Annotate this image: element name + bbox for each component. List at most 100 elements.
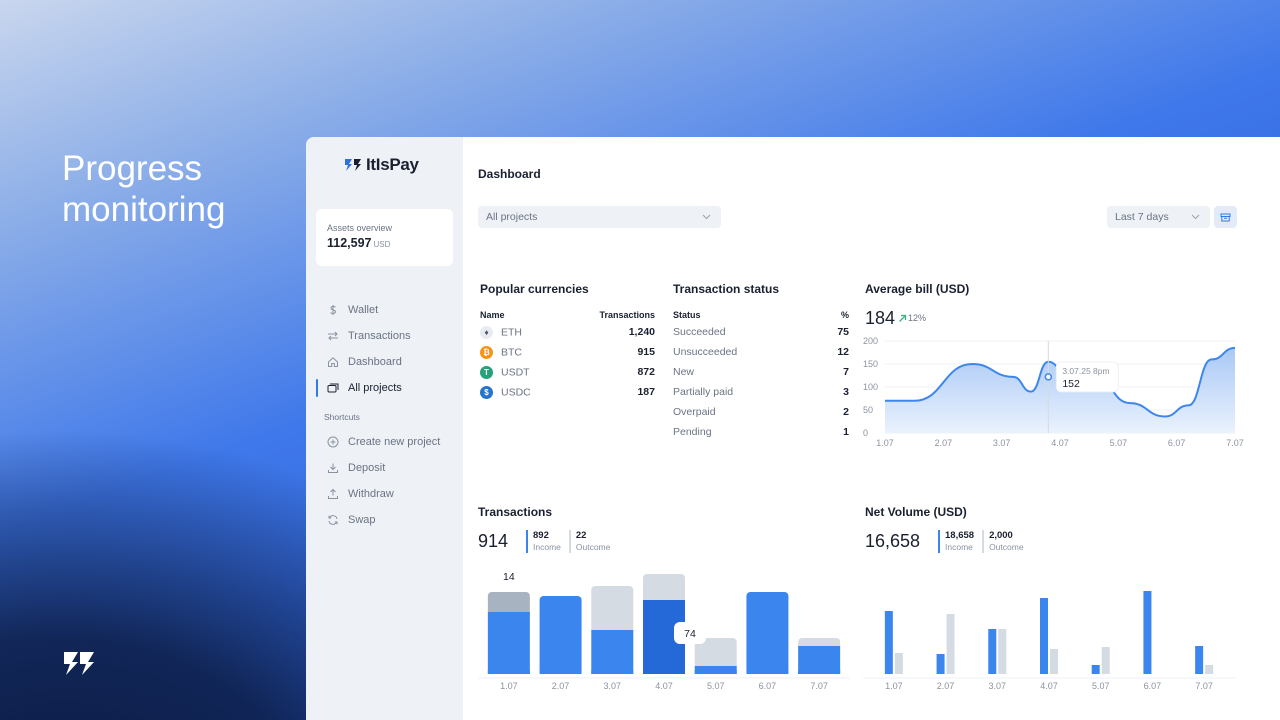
- currency-transactions-cell: 915: [637, 346, 655, 358]
- bar-income-base: [591, 670, 634, 674]
- bar-income-base: [694, 670, 737, 674]
- y-tick-label: 0: [863, 428, 868, 438]
- net-volume-income-value: 18,658: [945, 530, 975, 541]
- currency-name: USDT: [501, 365, 530, 378]
- net-volume-income-label: Income: [945, 542, 973, 552]
- sidebar-item-label: Dashboard: [348, 356, 402, 368]
- x-tick-label: 7.07: [810, 681, 828, 691]
- app-window: ItIsPay Assets overview 112,597 USD Walle…: [306, 137, 1280, 720]
- badge-value: 74: [684, 628, 696, 640]
- dashboard-main: Dashboard All projects Last 7 days Popul…: [478, 137, 1280, 720]
- transactions-total: 914: [478, 531, 509, 551]
- brand-mark-icon: [345, 159, 361, 171]
- y-tick-label: 150: [863, 359, 878, 369]
- net-volume-split: 18,658 Income 2,000 Outcome: [938, 530, 1024, 553]
- average-bill-delta-value: 12%: [908, 313, 927, 323]
- archive-button[interactable]: [1214, 206, 1237, 228]
- bar-outcome: [643, 574, 685, 604]
- refresh-icon: [327, 514, 339, 526]
- bar-income: [1143, 591, 1152, 674]
- transaction-status-title: Transaction status: [673, 282, 780, 296]
- popular-currencies-table: Name Transactions ♦ ETH 1,240 ₿ BTC 915 T USDT 8…: [480, 308, 655, 402]
- transactions-outcome: 22 Outcome: [568, 530, 611, 553]
- net-volume-title: Net Volume (USD): [865, 505, 967, 519]
- shortcut-swap[interactable]: Swap: [306, 507, 463, 533]
- x-tick-label: 5.07: [707, 681, 725, 691]
- status-percent-cell: 2: [843, 406, 849, 418]
- sidebar-item-transactions[interactable]: Transactions: [306, 323, 463, 349]
- average-bill-delta: 12%: [898, 313, 926, 323]
- tooltip-value: 152: [1062, 378, 1080, 390]
- assets-value: 112,597 USD: [327, 236, 442, 250]
- chevron-down-icon: [1191, 214, 1200, 220]
- bar-value-badge: 14: [492, 566, 525, 586]
- sidebar-item-label: All projects: [348, 382, 402, 394]
- date-range-value: Last 7 days: [1115, 211, 1169, 223]
- chart-tooltip: 3.07.25 8pm 152: [1055, 361, 1119, 393]
- transactions-outcome-label: Outcome: [575, 542, 611, 552]
- status-percent-cell: 75: [837, 326, 849, 338]
- table-row: T USDT 872: [480, 362, 655, 382]
- shortcut-label: Swap: [348, 514, 376, 526]
- project-select[interactable]: All projects: [478, 206, 721, 228]
- bar-outcome: [946, 614, 955, 674]
- x-tick-label: 1.07: [876, 438, 894, 448]
- bar-income: [539, 596, 582, 674]
- hero-line-1: Progress: [62, 149, 203, 188]
- x-tick-label: 1.07: [885, 681, 903, 691]
- currency-transactions-cell: 1,240: [628, 326, 655, 338]
- x-tick-label: 3.07: [604, 681, 622, 691]
- bar-income: [1195, 646, 1204, 674]
- btc-coin-icon: ₿: [480, 345, 493, 359]
- bar-outcome: [694, 638, 737, 670]
- currency-name: USDC: [501, 385, 531, 398]
- currency-name: ETH: [501, 325, 522, 338]
- shortcut-withdraw[interactable]: Withdraw: [306, 481, 463, 507]
- table-row: ♦ ETH 1,240: [480, 322, 655, 342]
- average-bill-chart: 0 50 100 150 200 1.07 2.07 3.07 4.07 5.07 6.07 7.07…: [863, 336, 1244, 448]
- usdt-coin-icon: T: [480, 365, 493, 379]
- assets-overview-card: Assets overview 112,597 USD: [316, 209, 453, 266]
- shortcut-deposit[interactable]: Deposit: [306, 455, 463, 481]
- status-name-cell: Overpaid: [673, 406, 716, 418]
- table-row: New 7: [673, 362, 849, 382]
- transactions-income-value: 892: [533, 530, 549, 541]
- x-tick-label: 5.07: [1092, 681, 1110, 691]
- shortcut-create-project[interactable]: Create new project: [306, 429, 463, 455]
- bar-income: [1040, 598, 1048, 674]
- column-header-name: Name: [480, 310, 505, 320]
- archive-icon: [1220, 213, 1231, 221]
- transactions-split: 892 Income 22 Outcome: [526, 530, 610, 553]
- assets-label: Assets overview: [327, 223, 393, 233]
- tooltip-box: [1055, 361, 1119, 393]
- shortcut-label: Create new project: [348, 436, 441, 448]
- y-tick-label: 50: [863, 405, 873, 415]
- x-tick-label: 2.07: [552, 681, 570, 691]
- bar-income: [884, 611, 893, 674]
- status-name-cell: Unsucceeded: [673, 346, 738, 358]
- bar-income-base: [539, 670, 582, 674]
- currency-name-cell: ₿ BTC: [480, 342, 564, 362]
- brand-logo[interactable]: ItIsPay: [344, 155, 419, 175]
- table-row: $ USDC 187: [480, 382, 655, 402]
- assets-amount: 112,597: [327, 236, 372, 250]
- bar-income-base: [643, 670, 685, 674]
- upload-icon: [327, 488, 339, 500]
- status-name-cell: Succeeded: [673, 326, 726, 338]
- status-name-cell: Pending: [673, 426, 712, 438]
- net-volume-outcome-label: Outcome: [989, 542, 1024, 552]
- currency-name: BTC: [501, 345, 522, 358]
- transactions-income: 892 Income: [526, 530, 561, 553]
- project-select-value: All projects: [486, 211, 538, 223]
- date-range-select[interactable]: Last 7 days: [1107, 206, 1210, 228]
- sidebar-item-wallet[interactable]: Wallet: [306, 297, 463, 323]
- brand-mark-icon: [64, 652, 94, 675]
- currency-name-cell: ♦ ETH: [480, 322, 564, 342]
- status-name-cell: Partially paid: [673, 386, 734, 398]
- popular-currencies-title: Popular currencies: [480, 282, 589, 296]
- sidebar-item-dashboard[interactable]: Dashboard: [306, 349, 463, 375]
- plus-circle-icon: [327, 436, 339, 448]
- sidebar-item-all-projects[interactable]: All projects: [306, 375, 463, 401]
- bar-income-base: [798, 670, 841, 674]
- bar-income: [746, 592, 789, 674]
